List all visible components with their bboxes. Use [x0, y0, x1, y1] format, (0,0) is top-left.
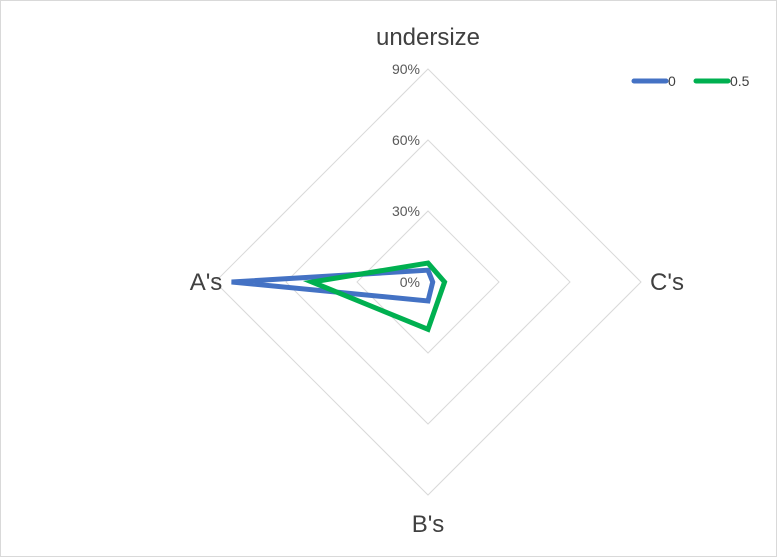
axis-label-2: B's — [412, 511, 445, 538]
axis-label-1: C's — [650, 269, 684, 296]
tick-label: 60% — [392, 132, 420, 148]
tick-label: 90% — [392, 61, 420, 77]
grid-ring-1 — [356, 210, 500, 354]
legend[interactable]: 0 0.5 — [631, 73, 750, 89]
series-layer — [231, 260, 448, 333]
legend-item-1[interactable]: 0.5 — [693, 73, 750, 89]
axis-label-3: A's — [190, 269, 223, 296]
grid — [214, 68, 642, 496]
legend-label: 0.5 — [730, 73, 750, 89]
series-1-line — [302, 260, 448, 333]
axis-label-0: undersize — [376, 24, 480, 51]
legend-item-0[interactable]: 0 — [631, 73, 676, 89]
grid-ring-3 — [214, 68, 642, 496]
axis-labels: undersize C's B's A's — [190, 24, 684, 538]
grid-ring-2 — [285, 139, 571, 425]
series-0-line — [231, 267, 436, 304]
tick-label: 0% — [400, 274, 420, 290]
tick-label: 30% — [392, 203, 420, 219]
legend-label: 0 — [668, 73, 676, 89]
tick-labels: 0% 30% 60% 90% — [392, 61, 420, 290]
